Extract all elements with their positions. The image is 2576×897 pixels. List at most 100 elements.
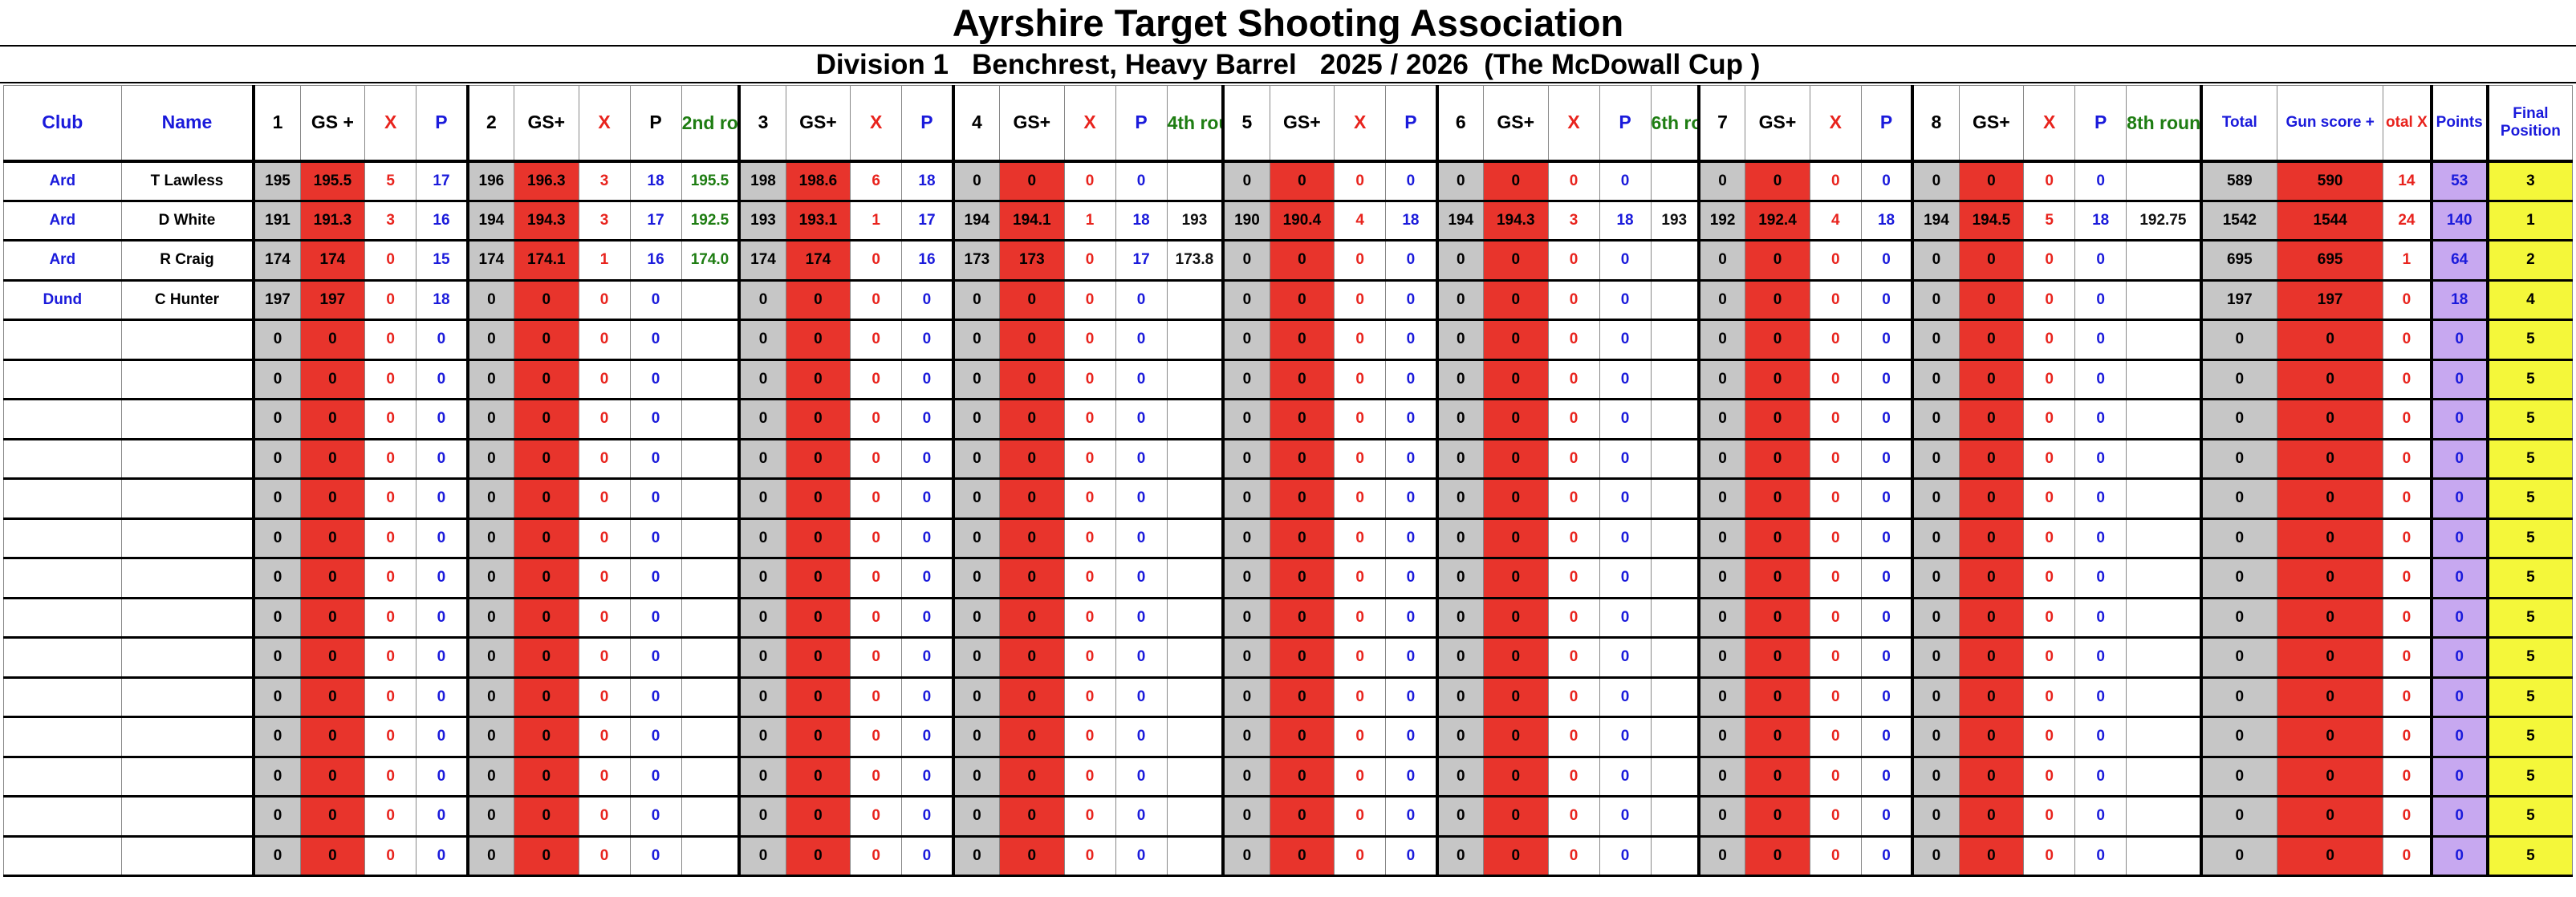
round-8-score[interactable]: 0 [1911,160,1960,202]
round-1-score[interactable]: 0 [252,518,301,559]
total-x-cell[interactable]: 0 [2383,676,2432,718]
round-4-x[interactable]: 0 [1063,160,1116,202]
avg-round-6[interactable] [1650,558,1700,599]
round-4-p[interactable]: 0 [1115,279,1168,321]
round-8-p[interactable]: 0 [2074,796,2127,838]
round-3-x[interactable]: 0 [850,518,903,559]
total-x-cell[interactable]: 0 [2383,279,2432,321]
total-cell[interactable]: 0 [2199,518,2278,559]
round-3-p[interactable]: 0 [901,676,954,718]
name-cell[interactable] [120,438,254,480]
round-1-x[interactable]: 0 [364,279,417,321]
round-5-p[interactable]: 0 [1385,676,1438,718]
avg-round-2[interactable] [681,399,740,440]
round-8-score[interactable]: 0 [1911,716,1960,758]
round-5-p[interactable]: 0 [1385,637,1438,679]
avg-round-4[interactable] [1166,676,1224,718]
round-8-x[interactable]: 0 [2023,279,2076,321]
name-cell[interactable] [120,518,254,559]
round-4-p[interactable]: 0 [1115,359,1168,400]
round-2-gs[interactable]: 0 [514,716,579,758]
avg-round-4[interactable] [1166,478,1224,520]
round-5-x[interactable]: 0 [1334,319,1387,361]
avg-round-6[interactable] [1650,478,1700,520]
round-4-gs[interactable]: 0 [999,399,1065,440]
round-5-score[interactable]: 0 [1221,438,1270,480]
round-7-x[interactable]: 0 [1809,597,1862,639]
total-cell[interactable]: 0 [2199,756,2278,798]
round-2-gs[interactable]: 0 [514,319,579,361]
final-position-cell[interactable]: 5 [2485,835,2573,877]
round-5-x[interactable]: 0 [1334,438,1387,480]
round-2-x[interactable]: 0 [578,359,631,400]
round-3-score[interactable]: 0 [737,756,786,798]
round-5-p[interactable]: 0 [1385,319,1438,361]
round-8-x[interactable]: 0 [2023,597,2076,639]
gun-score-cell[interactable]: 0 [2277,518,2384,559]
final-position-cell[interactable]: 3 [2485,160,2573,202]
round-8-p[interactable]: 18 [2074,200,2127,242]
avg-round-2[interactable] [681,279,740,321]
round-3-p[interactable]: 18 [901,160,954,202]
total-x-cell[interactable]: 0 [2383,835,2432,877]
round-8-gs[interactable]: 0 [1958,597,2025,639]
round-5-gs[interactable]: 0 [1269,518,1335,559]
round-2-p[interactable]: 0 [629,558,682,599]
round-7-gs[interactable]: 0 [1745,359,1810,400]
club-cell[interactable] [3,399,122,440]
round-4-gs[interactable]: 0 [999,835,1065,877]
round-4-gs[interactable]: 0 [999,359,1065,400]
round-2-score[interactable]: 0 [465,597,515,639]
points-cell[interactable]: 140 [2429,200,2489,242]
round-1-x[interactable]: 0 [364,399,417,440]
round-4-x[interactable]: 0 [1063,518,1116,559]
round-7-p[interactable]: 0 [1860,319,1913,361]
round-5-x[interactable]: 0 [1334,796,1387,838]
avg-round-8[interactable] [2126,279,2202,321]
round-2-gs[interactable]: 0 [514,399,579,440]
round-1-gs[interactable]: 0 [299,756,366,798]
total-cell[interactable]: 0 [2199,716,2278,758]
round-8-x[interactable]: 0 [2023,637,2076,679]
round-2-score[interactable]: 0 [465,438,515,480]
round-3-p[interactable]: 0 [901,835,954,877]
total-cell[interactable]: 0 [2199,319,2278,361]
points-cell[interactable]: 53 [2429,160,2489,202]
round-7-score[interactable]: 0 [1696,359,1746,400]
round-2-x[interactable]: 0 [578,438,631,480]
total-cell[interactable]: 0 [2199,676,2278,718]
round-3-x[interactable]: 6 [850,160,903,202]
total-cell[interactable]: 0 [2199,637,2278,679]
round-7-gs[interactable]: 0 [1745,438,1810,480]
round-2-p[interactable]: 0 [629,796,682,838]
round-7-gs[interactable]: 0 [1745,597,1810,639]
round-8-p[interactable]: 0 [2074,478,2127,520]
round-5-x[interactable]: 0 [1334,160,1387,202]
round-7-score[interactable]: 0 [1696,240,1746,282]
round-7-score[interactable]: 0 [1696,438,1746,480]
round-5-x[interactable]: 0 [1334,756,1387,798]
round-4-score[interactable]: 0 [951,835,1001,877]
avg-round-8[interactable] [2126,796,2202,838]
total-x-cell[interactable]: 0 [2383,359,2432,400]
round-5-x[interactable]: 0 [1334,518,1387,559]
round-1-x[interactable]: 0 [364,359,417,400]
round-1-score[interactable]: 0 [252,835,301,877]
round-7-score[interactable]: 0 [1696,676,1746,718]
round-6-score[interactable]: 0 [1435,796,1484,838]
final-position-cell[interactable]: 5 [2485,637,2573,679]
round-1-x[interactable]: 0 [364,756,417,798]
round-8-score[interactable]: 0 [1911,756,1960,798]
round-7-x[interactable]: 0 [1809,240,1862,282]
name-cell[interactable] [120,478,254,520]
round-6-x[interactable]: 0 [1547,518,1600,559]
round-6-p[interactable]: 0 [1599,796,1652,838]
round-1-gs[interactable]: 0 [299,359,366,400]
total-cell[interactable]: 589 [2199,160,2278,202]
avg-round-8[interactable] [2126,399,2202,440]
points-cell[interactable]: 64 [2429,240,2489,282]
round-1-p[interactable]: 0 [416,676,469,718]
round-5-gs[interactable]: 0 [1269,756,1335,798]
round-7-score[interactable]: 0 [1696,597,1746,639]
round-7-x[interactable]: 0 [1809,160,1862,202]
